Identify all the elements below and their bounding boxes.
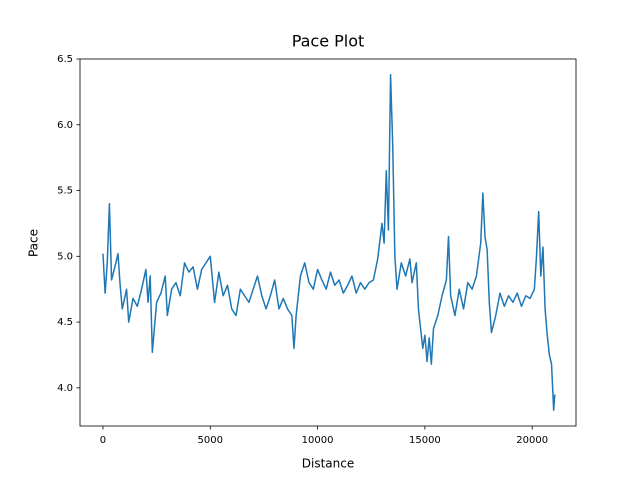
chart-title: Pace Plot: [292, 32, 365, 51]
x-tick-label: 5000: [198, 435, 223, 446]
y-tick-label: 4.0: [57, 383, 73, 394]
y-tick-label: 6.5: [57, 54, 73, 65]
y-tick-label: 5.0: [57, 251, 73, 262]
y-tick-label: 4.5: [57, 317, 73, 328]
x-tick-label: 15000: [409, 435, 441, 446]
x-tick-label: 0: [100, 435, 106, 446]
y-tick-label: 6.0: [57, 120, 73, 131]
x-axis-label: Distance: [302, 457, 354, 471]
x-tick-label: 10000: [302, 435, 334, 446]
data-line: [102, 74, 556, 411]
y-axis-label: Pace: [27, 229, 41, 257]
y-tick-label: 5.5: [57, 186, 73, 197]
x-tick-label: 20000: [516, 435, 548, 446]
plot-frame: [79, 58, 577, 427]
